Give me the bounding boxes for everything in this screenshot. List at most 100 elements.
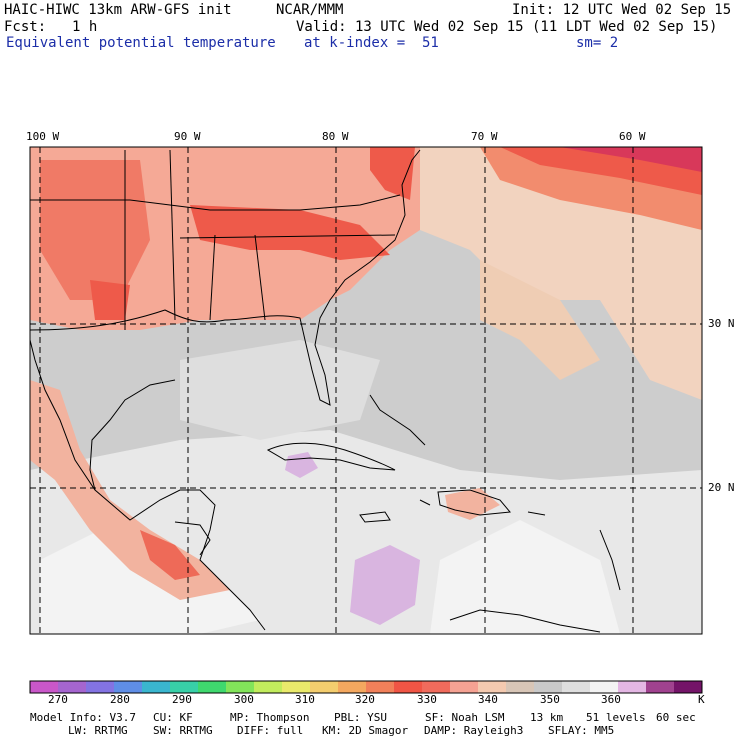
colorbar-tick-330: 330 — [417, 693, 437, 706]
colorbar-segment — [254, 681, 283, 693]
footer-mp: MP: Thompson — [230, 711, 310, 724]
field-texas-warm — [90, 280, 130, 320]
colorbar-tick-300: 300 — [234, 693, 254, 706]
vertical-level: at k-index = 51 — [304, 35, 439, 51]
colorbar-segment — [226, 681, 255, 693]
colorbar-segment — [450, 681, 479, 693]
coast-hispaniola — [437, 489, 511, 516]
valid-time: Valid: 13 UTC Wed 02 Sep 15 (11 LDT Wed … — [296, 19, 718, 35]
coast-yucatan-west — [89, 379, 176, 491]
colorbar-segment — [282, 681, 311, 693]
colorbar-segment — [534, 681, 563, 693]
coast-jamaica — [359, 511, 391, 523]
field-midatlantic-warm — [370, 147, 415, 200]
field-us-west-warm — [40, 160, 150, 300]
colorbar-segment — [114, 681, 143, 693]
colorbar-segment — [142, 681, 171, 693]
lat-lon-grid — [30, 147, 702, 634]
colorbar-tick-340: 340 — [478, 693, 498, 706]
lon-label-60w: 60 W — [619, 130, 646, 143]
lon-label-70w: 70 W — [471, 130, 498, 143]
field-guatemala-warm — [140, 530, 200, 580]
colorbar-segment — [590, 681, 619, 693]
colorbar-segment — [338, 681, 367, 693]
coast-south-america — [449, 609, 601, 633]
organization-label: NCAR/MMM — [276, 2, 344, 18]
colorbar-segment — [310, 681, 339, 693]
footer-lw: LW: RRTMG — [68, 724, 128, 737]
footer-pbl: PBL: YSU — [334, 711, 387, 724]
lat-label-20n: 20 N — [708, 481, 735, 494]
border-central-america — [174, 521, 211, 556]
init-time: Init: 12 UTC Wed 02 Sep 15 — [512, 2, 732, 18]
field-hottest-northeast — [560, 147, 702, 172]
footer-cu: CU: KF — [153, 711, 193, 724]
colorbar-segment — [618, 681, 647, 693]
footer-diff: DIFF: full — [237, 724, 304, 737]
colorbar-frame — [29, 680, 703, 694]
footer-model-info: Model Info: V3.7 — [30, 711, 136, 724]
coast-puerto-rico — [527, 511, 546, 516]
forecast-label: Fcst: — [4, 19, 47, 35]
colorbar-segment — [478, 681, 507, 693]
field-name: Equivalent potential temperature — [6, 35, 276, 51]
field-tan-lobe — [480, 260, 600, 380]
field-white-caribbean — [430, 520, 620, 634]
colorbar-segment — [674, 681, 703, 693]
footer-sw: SW: RRTMG — [153, 724, 213, 737]
lon-label-90w: 90 W — [174, 130, 201, 143]
field-caribbean-purple — [350, 545, 420, 625]
forecast-hour: 1 h — [72, 19, 98, 35]
colorbar-segment — [30, 681, 59, 693]
colorbar-segment — [366, 681, 395, 693]
colorbar-tick-360: 360 — [601, 693, 621, 706]
colorbar-tick-310: 310 — [295, 693, 315, 706]
colorbar-segment — [58, 681, 87, 693]
footer-resolution: 13 km — [530, 711, 564, 724]
colorbar-tick-270: 270 — [48, 693, 68, 706]
colorbar-segment — [198, 681, 227, 693]
lon-label-80w: 80 W — [322, 130, 349, 143]
colorbar-segment — [170, 681, 199, 693]
colorbar-segment — [86, 681, 115, 693]
state-border-4 — [254, 234, 266, 321]
field-mexico-warm — [30, 380, 230, 600]
colorbar-tick-320: 320 — [355, 693, 375, 706]
map-field — [30, 147, 702, 634]
footer-timestep: 60 sec — [656, 711, 696, 724]
colorbar-tick-350: 350 — [540, 693, 560, 706]
coast-mexico — [30, 339, 266, 631]
coast-cuba — [266, 442, 396, 471]
coast-bahamas — [369, 394, 426, 446]
colorbar-unit: K — [698, 693, 705, 706]
colorbar-tick-280: 280 — [110, 693, 130, 706]
map-frame — [29, 146, 703, 635]
lon-label-100w: 100 W — [26, 130, 60, 143]
lat-label-30n: 30 N — [708, 317, 735, 330]
coastlines — [30, 149, 621, 633]
field-light-gulf — [180, 340, 380, 440]
footer-damp: DAMP: Rayleigh3 — [424, 724, 524, 737]
state-border-3 — [209, 234, 216, 321]
coast-gulf-atlantic — [30, 149, 421, 406]
coast-small-island — [419, 499, 431, 506]
field-hispaniola-warm — [445, 488, 500, 520]
colorbar — [29, 680, 703, 694]
state-border-tennessee — [179, 234, 396, 239]
state-border-2 — [169, 149, 176, 321]
colorbar-tick-290: 290 — [172, 693, 192, 706]
footer-sf: SF: Noah LSM — [425, 711, 505, 724]
field-tennessee-warm — [190, 205, 390, 260]
colorbar-segment — [646, 681, 675, 693]
model-title: HAIC-HIWC 13km ARW-GFS init — [4, 2, 232, 18]
footer-levels: 51 levels — [586, 711, 646, 724]
colorbar-segment — [506, 681, 535, 693]
colorbar-segment — [562, 681, 591, 693]
footer-km: KM: 2D Smagor — [322, 724, 409, 737]
state-border-north — [30, 194, 401, 211]
colorbar-segment — [394, 681, 423, 693]
smoothing-value: sm= 2 — [576, 35, 619, 51]
coast-lesser-antilles — [599, 529, 621, 591]
colorbar-segment — [422, 681, 451, 693]
